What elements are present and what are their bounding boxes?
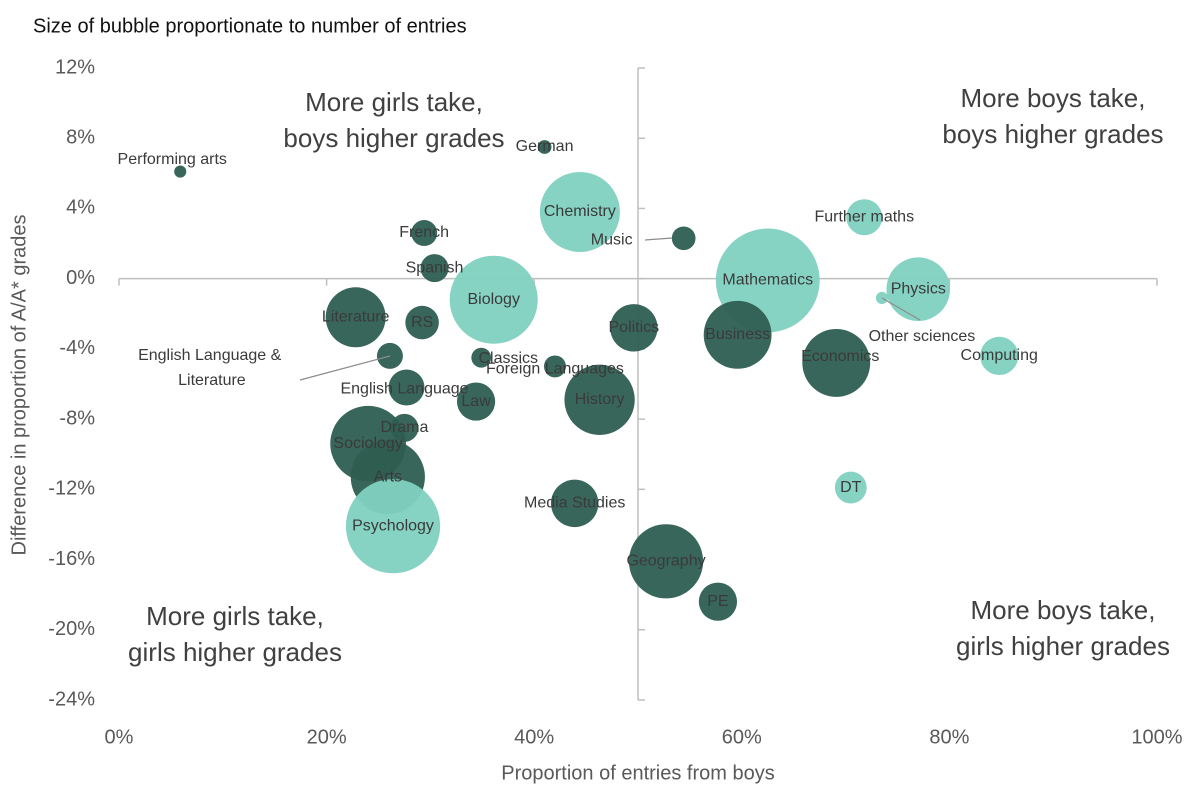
quadrant-note: girls higher grades (128, 637, 342, 667)
leader-line (881, 297, 921, 321)
bubble-label: Mathematics (722, 272, 813, 289)
bubble-label: Politics (609, 319, 660, 336)
bubble (550, 479, 599, 528)
bubble-label: Computing (961, 347, 1038, 364)
x-tick-label: 60% (722, 726, 762, 748)
bubble (846, 199, 883, 236)
quadrant-note: More girls take, (305, 87, 483, 117)
y-tick-label: -4% (59, 337, 95, 359)
y-axis-label: Difference in proportion of A/A* grades (8, 215, 30, 556)
y-tick-label: 0% (66, 267, 95, 289)
bubble-label: Psychology (352, 517, 434, 534)
bubble-label: Further maths (814, 208, 914, 225)
x-tick-label: 100% (1131, 726, 1182, 748)
bubble (411, 220, 438, 247)
bubble-label: Business (705, 326, 770, 343)
bubble-label: French (399, 224, 449, 241)
bubble-label: Other sciences (869, 328, 976, 345)
bubble (980, 336, 1019, 376)
bubble-label: History (575, 391, 625, 408)
bubble (388, 369, 425, 406)
bubble (875, 291, 888, 305)
bubble (886, 257, 951, 322)
bubble-label: Physics (891, 280, 946, 297)
x-tick-label: 40% (514, 726, 554, 748)
bubble-label: English Language (340, 381, 468, 398)
y-tick-label: -20% (48, 618, 95, 640)
label-line: English Language & (138, 347, 286, 364)
bubble (471, 347, 492, 368)
bubble-label: Arts (374, 468, 402, 485)
bubble (543, 355, 566, 378)
bubble (564, 364, 635, 435)
bubble (703, 300, 772, 369)
y-tick-label: -16% (48, 548, 95, 570)
bubble-label: Classics (478, 350, 538, 367)
y-tick-label: 4% (66, 197, 95, 219)
quadrant-note: More girls take, (146, 601, 324, 631)
bubble-label: Geography (626, 553, 705, 570)
quadrant-note: More boys take, (961, 83, 1146, 113)
bubble (174, 165, 187, 178)
x-axis-label: Proportion of entries from boys (501, 762, 774, 784)
bubble-label: Chemistry (544, 203, 616, 220)
bubble-label: Foreign Languages (486, 361, 624, 378)
leader-line (644, 237, 673, 241)
bubble (802, 328, 871, 397)
bubble-label: RS (411, 314, 433, 331)
bubble-label: Economics (801, 348, 879, 365)
bubble (539, 171, 620, 252)
bubble-label: Media Studies (524, 495, 625, 512)
chart-title: Size of bubble proportionate to number o… (33, 15, 467, 37)
x-tick-label: 0% (105, 726, 134, 748)
y-tick-label: 12% (55, 56, 95, 78)
bubble (671, 226, 696, 251)
quadrant-note: More boys take, (971, 595, 1156, 625)
bubble-label: Performing arts (118, 151, 227, 168)
bubble (420, 254, 449, 283)
bubble (834, 471, 867, 504)
bubble (449, 255, 538, 344)
bubble (610, 304, 658, 352)
bubble (345, 479, 441, 574)
leader-line (299, 355, 391, 381)
label-line: Literature (178, 372, 246, 389)
y-tick-label: -8% (59, 407, 95, 429)
y-tick-label: -24% (48, 688, 95, 710)
bubble-label: Law (461, 393, 491, 410)
y-tick-label: -12% (48, 478, 95, 500)
x-tick-label: 20% (307, 726, 347, 748)
bubble (405, 305, 439, 340)
bubble-label: English Language & Literature (138, 347, 286, 389)
bubble-label: DT (840, 479, 862, 496)
bubble (628, 524, 704, 599)
bubble (325, 287, 386, 348)
quadrant-note: boys higher grades (283, 123, 504, 153)
bubble-label: Music (591, 232, 633, 249)
bubble-label: Literature (322, 309, 390, 326)
bubble-label: Spanish (406, 259, 464, 276)
bubble (698, 582, 738, 621)
bubble (456, 382, 496, 421)
bubble (537, 140, 552, 154)
y-tick-label: 8% (66, 127, 95, 149)
bubble-label: PE (707, 593, 728, 610)
bubble-label: German (516, 138, 574, 155)
quadrant-note: girls higher grades (956, 631, 1170, 661)
bubble-label: Drama (380, 419, 428, 436)
bubble-label: Biology (467, 291, 519, 308)
bubble-label: Sociology (333, 435, 402, 452)
x-tick-label: 80% (929, 726, 969, 748)
quadrant-note: boys higher grades (942, 119, 1163, 149)
